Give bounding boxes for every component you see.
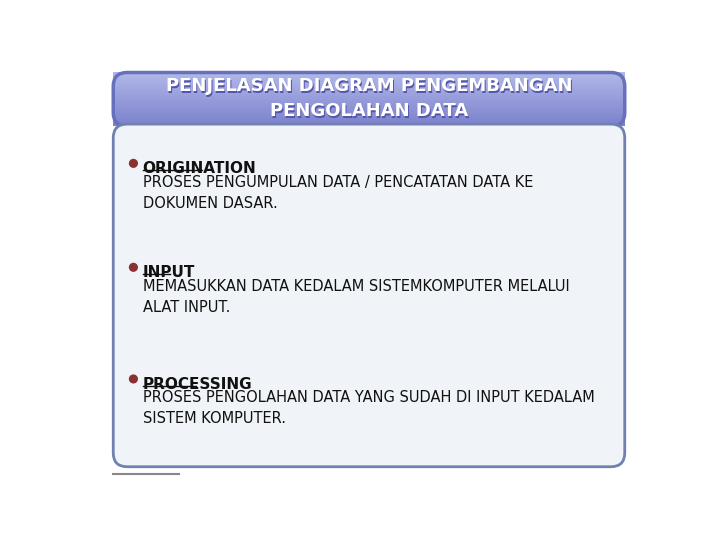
Bar [113,122,625,124]
Text: PENJELASAN DIAGRAM PENGEMBANGAN
PENGOLAHAN DATA: PENJELASAN DIAGRAM PENGEMBANGAN PENGOLAH… [166,79,573,122]
Bar [113,118,625,120]
Text: ORIGINATION: ORIGINATION [143,161,256,176]
Bar [113,88,625,90]
Bar [113,107,625,109]
Text: PROSES PENGOLAHAN DATA YANG SUDAH DI INPUT KEDALAM
SISTEM KOMPUTER.: PROSES PENGOLAHAN DATA YANG SUDAH DI INP… [143,390,595,426]
Bar [113,93,625,96]
Bar [113,106,625,107]
Bar [113,123,625,125]
Bar [113,115,625,117]
Bar [113,95,625,97]
Bar [113,99,625,101]
Bar [113,125,625,126]
Bar [113,92,625,94]
Bar [113,85,625,87]
Bar [113,83,625,85]
Bar [113,96,625,98]
Circle shape [130,375,138,383]
Bar [113,100,625,102]
Bar [113,109,625,110]
Bar [113,119,625,121]
Bar [113,103,625,105]
Bar [113,73,625,75]
Bar [113,90,625,91]
Bar [113,114,625,116]
FancyBboxPatch shape [113,124,625,467]
Text: MEMASUKKAN DATA KEDALAM SISTEMKOMPUTER MELALUI
ALAT INPUT.: MEMASUKKAN DATA KEDALAM SISTEMKOMPUTER M… [143,279,570,315]
Bar [113,91,625,93]
Bar [113,111,625,113]
Bar [113,102,625,104]
Bar [113,117,625,118]
Bar [113,78,625,79]
Bar [113,82,625,83]
Circle shape [130,159,138,167]
Text: PROSES PENGUMPULAN DATA / PENCATATAN DATA KE
DOKUMEN DASAR.: PROSES PENGUMPULAN DATA / PENCATATAN DAT… [143,174,533,211]
Bar [113,104,625,106]
Text: PENJELASAN DIAGRAM PENGEMBANGAN
PENGOLAHAN DATA: PENJELASAN DIAGRAM PENGEMBANGAN PENGOLAH… [166,77,572,120]
Text: INPUT: INPUT [143,265,195,280]
Circle shape [130,264,138,271]
Bar [113,120,625,123]
Bar [113,76,625,78]
Bar [113,110,625,112]
Bar [113,112,625,114]
Text: PROCESSING: PROCESSING [143,377,252,392]
Bar [113,75,625,77]
Bar [113,84,625,86]
Bar [113,80,625,82]
Bar [113,98,625,99]
Bar [113,72,625,74]
Bar [113,87,625,89]
Bar [113,79,625,80]
